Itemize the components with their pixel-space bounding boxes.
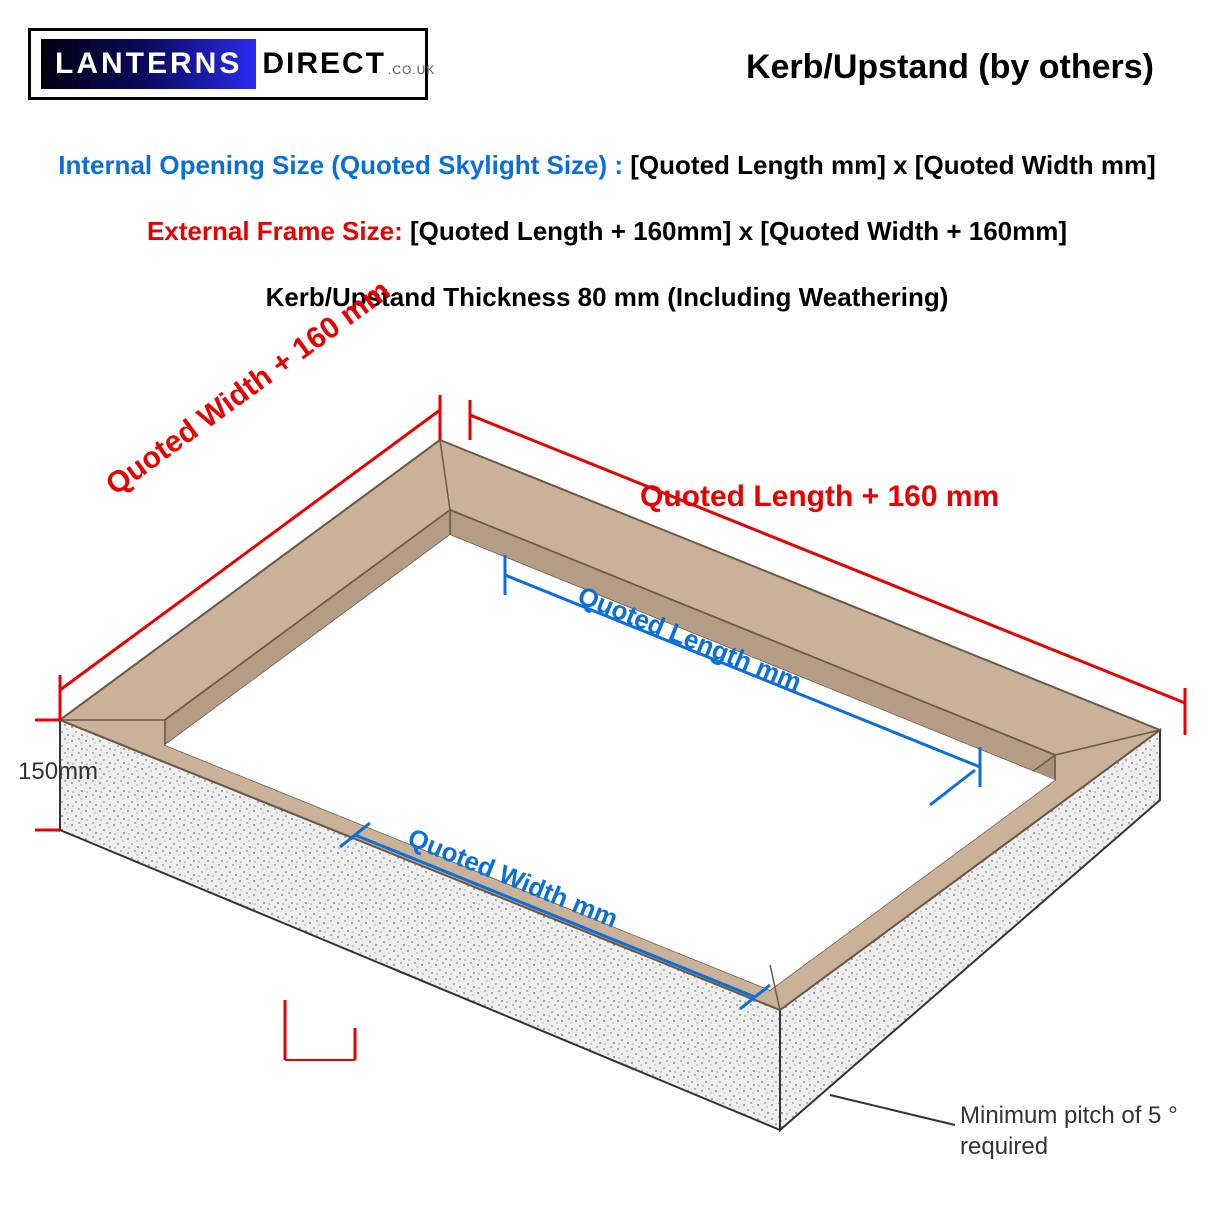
spec-external-label: External Frame Size: <box>147 216 403 246</box>
spec-thickness: Kerb/Upstand Thickness 80 mm (Including … <box>0 282 1214 313</box>
logo-part1: LANTERNS <box>41 39 256 89</box>
page-title: Kerb/Upstand (by others) <box>746 48 1154 87</box>
logo: LANTERNS DIRECT .CO.UK <box>28 28 428 100</box>
pitch-leader <box>830 1095 955 1125</box>
spec-external: External Frame Size: [Quoted Length + 16… <box>0 216 1214 247</box>
label-height: 150mm <box>18 758 98 786</box>
pitch-note-l2: required <box>960 1131 1178 1162</box>
logo-part2: DIRECT <box>262 47 386 81</box>
spec-external-value: [Quoted Length + 160mm] x [Quoted Width … <box>403 216 1067 246</box>
spec-internal-value: [Quoted Length mm] x [Quoted Width mm] <box>623 150 1156 180</box>
label-outer-length: Quoted Length + 160 mm <box>640 480 999 514</box>
logo-suffix: .CO.UK <box>388 63 435 91</box>
pitch-note: Minimum pitch of 5 ° required <box>960 1100 1178 1162</box>
spec-internal-label: Internal Opening Size (Quoted Skylight S… <box>58 150 623 180</box>
kerb-diagram: Quoted Width + 160 mm Quoted Length + 16… <box>0 360 1214 1214</box>
spec-internal: Internal Opening Size (Quoted Skylight S… <box>0 150 1214 181</box>
pitch-note-l1: Minimum pitch of 5 ° <box>960 1100 1178 1131</box>
